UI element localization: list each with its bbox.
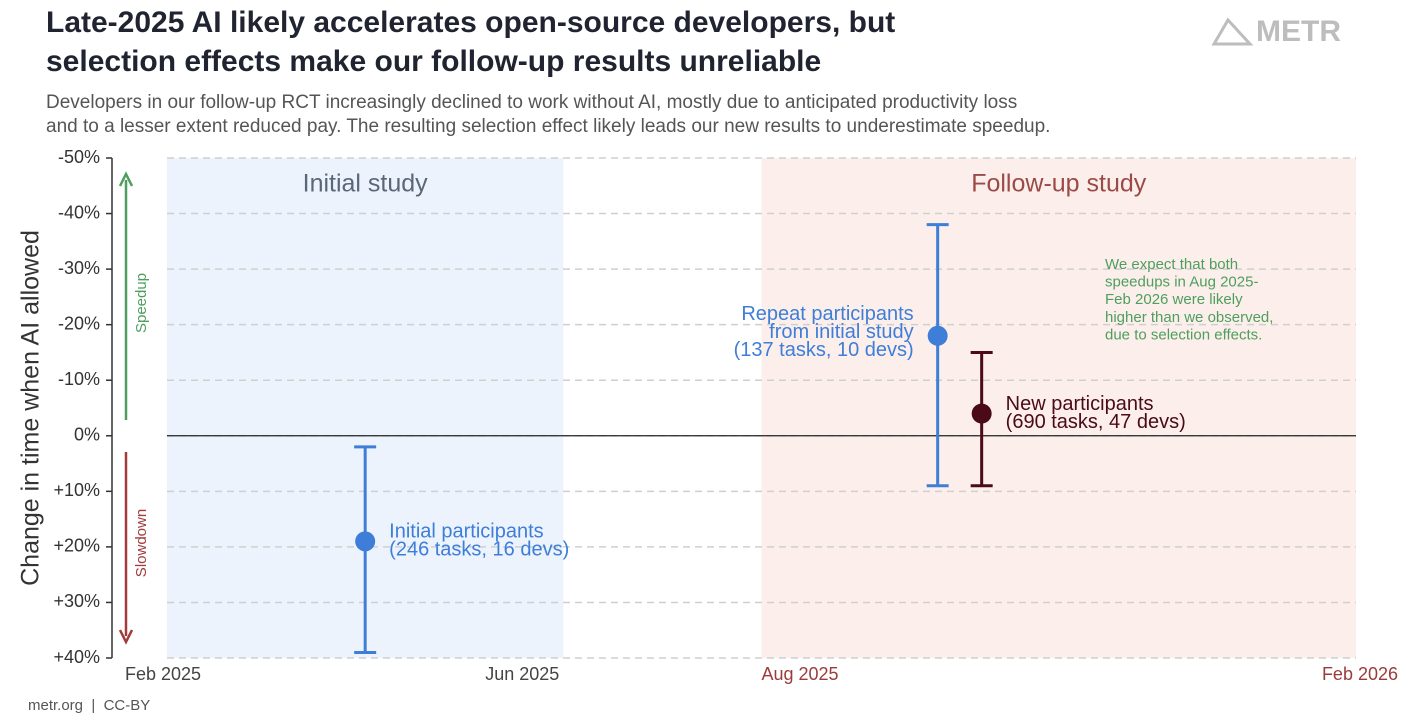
- y-tick-label: +30%: [53, 591, 100, 611]
- speedup-arrow: [118, 171, 134, 420]
- x-tick-label: Aug 2025: [762, 664, 839, 684]
- y-tick-label: -30%: [58, 258, 100, 278]
- series-label: (690 tasks, 47 devs): [1006, 411, 1186, 433]
- y-tick-label: -50%: [58, 147, 100, 167]
- series-label: (137 tasks, 10 devs): [734, 339, 914, 361]
- series-label: from initial study: [769, 321, 914, 343]
- annotation: Feb 2026 were likely: [1105, 291, 1243, 308]
- series-label: (246 tasks, 16 devs): [389, 539, 569, 561]
- y-tick-label: 0%: [74, 425, 100, 445]
- region-label: Follow-up study: [971, 170, 1147, 198]
- y-tick-label: -40%: [58, 202, 100, 222]
- x-tick-label: Feb 2026: [1322, 664, 1398, 684]
- chart-subtitle: Developers in our follow-up RCT increasi…: [46, 92, 1017, 113]
- y-tick-label: +20%: [53, 536, 100, 556]
- annotation: speedups in Aug 2025-: [1105, 274, 1258, 291]
- series-label: Initial participants: [389, 521, 544, 543]
- y-tick-label: -20%: [58, 313, 100, 333]
- series-label: Repeat participants: [741, 303, 913, 325]
- x-tick-label: Jun 2025: [485, 664, 559, 684]
- x-tick-label: Feb 2025: [125, 664, 201, 684]
- point: [927, 325, 948, 346]
- logo-icon: [1211, 17, 1254, 46]
- annotation: higher than we observed,: [1105, 309, 1273, 326]
- chart-title: selection effects make our follow-up res…: [46, 45, 821, 78]
- speedup-label: Speedup: [133, 273, 150, 333]
- logo: METR: [1256, 15, 1341, 48]
- chart-title: Late-2025 AI likely accelerates open-sou…: [46, 6, 895, 39]
- slowdown-arrow: [118, 452, 134, 645]
- y-tick-label: +40%: [53, 647, 100, 667]
- annotation: We expect that both: [1105, 256, 1238, 273]
- region-label: Initial study: [303, 170, 429, 198]
- point: [355, 531, 376, 552]
- y-tick-label: +10%: [53, 480, 100, 500]
- chart-subtitle: and to a lesser extent reduced pay. The …: [46, 116, 1050, 137]
- region: [761, 158, 1356, 658]
- series-label: New participants: [1006, 393, 1154, 415]
- y-axis-label: Change in time when AI allowed: [17, 230, 45, 586]
- slowdown-label: Slowdown: [133, 509, 150, 577]
- annotation: due to selection effects.: [1105, 326, 1262, 343]
- point: [971, 403, 992, 424]
- footer: metr.org | CC-BY: [28, 697, 150, 714]
- y-tick-label: -10%: [58, 369, 100, 389]
